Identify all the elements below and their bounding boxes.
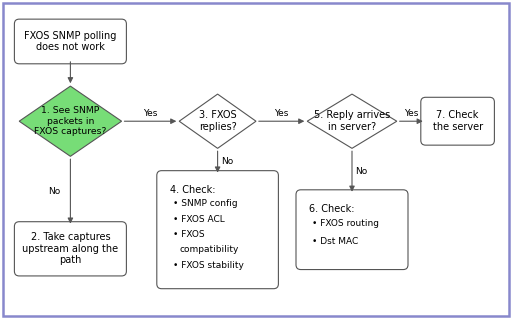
FancyBboxPatch shape [296, 190, 408, 270]
Text: Yes: Yes [404, 109, 418, 118]
Text: 6. Check:: 6. Check: [309, 204, 354, 214]
Text: No: No [355, 167, 368, 176]
Text: FXOS SNMP polling
does not work: FXOS SNMP polling does not work [24, 31, 117, 52]
Text: • FXOS stability: • FXOS stability [173, 261, 244, 270]
Text: • Dst MAC: • Dst MAC [312, 237, 358, 246]
Text: 1. See SNMP
packets in
FXOS captures?: 1. See SNMP packets in FXOS captures? [34, 106, 106, 136]
Text: • FXOS: • FXOS [173, 230, 204, 239]
Polygon shape [307, 94, 397, 148]
Text: 2. Take captures
upstream along the
path: 2. Take captures upstream along the path [23, 232, 118, 265]
FancyBboxPatch shape [14, 19, 126, 64]
Text: Yes: Yes [143, 109, 158, 118]
FancyBboxPatch shape [157, 171, 279, 289]
FancyBboxPatch shape [14, 222, 126, 276]
Text: No: No [221, 157, 233, 167]
Text: 5. Reply arrives
in server?: 5. Reply arrives in server? [314, 110, 390, 132]
Text: No: No [48, 187, 60, 196]
Polygon shape [179, 94, 256, 148]
Text: • FXOS routing: • FXOS routing [312, 219, 379, 227]
FancyBboxPatch shape [421, 97, 495, 145]
Text: 7. Check
the server: 7. Check the server [433, 110, 483, 132]
Text: Yes: Yes [274, 109, 289, 118]
Text: • SNMP config: • SNMP config [173, 199, 238, 208]
Text: 4. Check:: 4. Check: [169, 185, 215, 195]
Polygon shape [19, 86, 122, 156]
Text: • FXOS ACL: • FXOS ACL [173, 215, 225, 224]
Text: compatibility: compatibility [179, 245, 239, 254]
Text: 3. FXOS
replies?: 3. FXOS replies? [199, 110, 237, 132]
